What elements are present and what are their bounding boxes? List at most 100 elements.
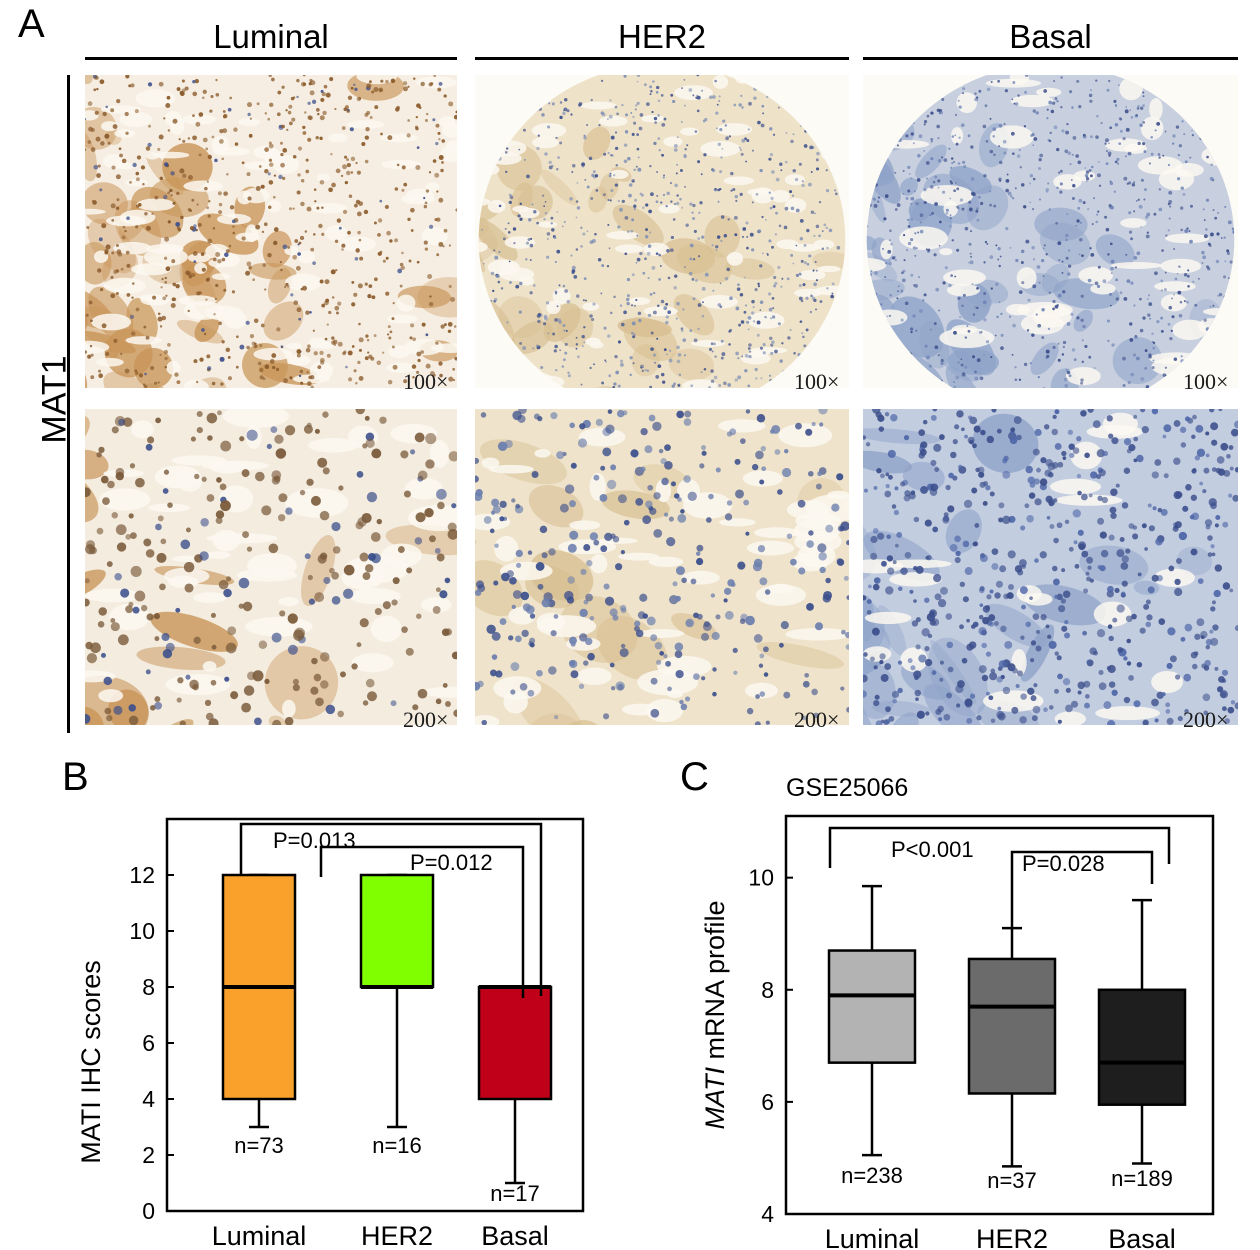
cell-nucleus — [1156, 319, 1160, 324]
cell-nucleus — [584, 637, 593, 646]
plot-frame — [165, 817, 585, 1213]
cell-nucleus — [969, 207, 973, 211]
cell-nucleus — [1107, 624, 1113, 629]
cell-nucleus — [1202, 489, 1207, 494]
cell-nucleus — [196, 203, 199, 206]
cell-nucleus — [483, 516, 492, 524]
cell-nucleus — [759, 168, 763, 173]
cell-nucleus — [640, 427, 648, 436]
tissue-gap — [1105, 138, 1146, 152]
cell-nucleus — [961, 207, 965, 211]
cell-nucleus — [544, 201, 547, 203]
cell-nucleus — [88, 126, 93, 132]
cell-nucleus — [787, 336, 791, 340]
cell-nucleus — [450, 297, 455, 302]
cell-nucleus — [177, 677, 184, 684]
cell-nucleus — [576, 206, 581, 210]
tissue-blob — [528, 485, 584, 528]
cell-nucleus — [369, 116, 373, 119]
cell-nucleus — [1142, 121, 1146, 124]
cell-nucleus — [1189, 239, 1193, 244]
cell-nucleus — [292, 207, 295, 210]
tissue-gap — [182, 114, 216, 125]
cell-nucleus — [1218, 409, 1223, 412]
cell-nucleus — [428, 171, 432, 174]
cell-nucleus — [873, 699, 880, 707]
cell-nucleus — [132, 162, 137, 168]
cell-nucleus — [863, 435, 867, 440]
cell-nucleus — [495, 274, 500, 279]
cell-nucleus — [90, 353, 94, 357]
cell-nucleus — [121, 235, 126, 240]
cell-nucleus — [840, 686, 845, 691]
cell-nucleus — [570, 254, 573, 257]
cell-nucleus — [356, 170, 361, 175]
cell-nucleus — [157, 147, 161, 151]
cell-nucleus — [197, 223, 202, 227]
cell-nucleus — [143, 384, 148, 388]
cell-nucleus — [256, 102, 260, 106]
cell-nucleus — [100, 652, 107, 658]
cell-nucleus — [371, 295, 376, 300]
cell-nucleus — [1205, 524, 1211, 530]
cell-nucleus — [1078, 253, 1081, 256]
cell-nucleus — [101, 323, 107, 329]
cell-nucleus — [394, 238, 399, 243]
cell-nucleus — [89, 546, 97, 555]
cell-nucleus — [273, 195, 276, 199]
cell-nucleus — [683, 154, 687, 159]
cell-nucleus — [814, 261, 817, 263]
cell-nucleus — [672, 218, 676, 221]
cell-nucleus — [1090, 89, 1092, 91]
cell-nucleus — [313, 673, 322, 682]
cell-nucleus — [910, 330, 913, 334]
cell-nucleus — [976, 287, 979, 290]
cell-nucleus — [863, 652, 868, 657]
cell-nucleus — [631, 304, 633, 307]
cell-nucleus — [941, 98, 945, 101]
cell-nucleus — [897, 660, 903, 665]
cell-nucleus — [672, 581, 678, 587]
cell-nucleus — [344, 180, 349, 185]
cell-nucleus — [1203, 710, 1209, 716]
cell-nucleus — [761, 104, 765, 108]
cell-nucleus — [614, 105, 618, 109]
cell-nucleus — [550, 222, 553, 225]
cell-nucleus — [973, 425, 981, 433]
cell-nucleus — [171, 259, 176, 264]
cell-nucleus — [116, 244, 119, 247]
cell-nucleus — [401, 165, 406, 170]
cell-nucleus — [272, 365, 276, 370]
cell-nucleus — [972, 541, 978, 547]
cell-nucleus — [1065, 368, 1069, 372]
cell-nucleus — [1174, 674, 1181, 680]
cell-nucleus — [655, 252, 659, 255]
cell-nucleus — [1121, 580, 1128, 587]
cell-nucleus — [1069, 162, 1072, 166]
cell-nucleus — [1212, 209, 1215, 212]
cell-nucleus — [325, 704, 336, 715]
cell-nucleus — [243, 685, 255, 696]
tissue-gap — [1086, 424, 1144, 439]
cell-nucleus — [1114, 160, 1118, 164]
cell-nucleus — [649, 385, 653, 388]
cell-nucleus — [961, 372, 966, 377]
tissue-gap — [206, 533, 278, 544]
tissue-gap — [1165, 233, 1210, 244]
cell-nucleus — [877, 532, 885, 540]
tissue-gap — [1090, 283, 1116, 295]
cell-nucleus — [657, 99, 661, 103]
cell-nucleus — [425, 189, 430, 193]
cell-nucleus — [613, 382, 617, 386]
cell-nucleus — [948, 472, 954, 479]
cell-nucleus — [1088, 493, 1093, 498]
cell-nucleus — [1086, 659, 1091, 664]
cell-nucleus — [735, 199, 738, 202]
cell-nucleus — [268, 102, 274, 108]
cell-nucleus — [415, 126, 419, 131]
cell-nucleus — [942, 281, 946, 285]
cell-nucleus — [1124, 155, 1127, 158]
cell-nucleus — [493, 580, 499, 586]
cell-nucleus — [1228, 493, 1233, 498]
cell-nucleus — [300, 201, 305, 207]
